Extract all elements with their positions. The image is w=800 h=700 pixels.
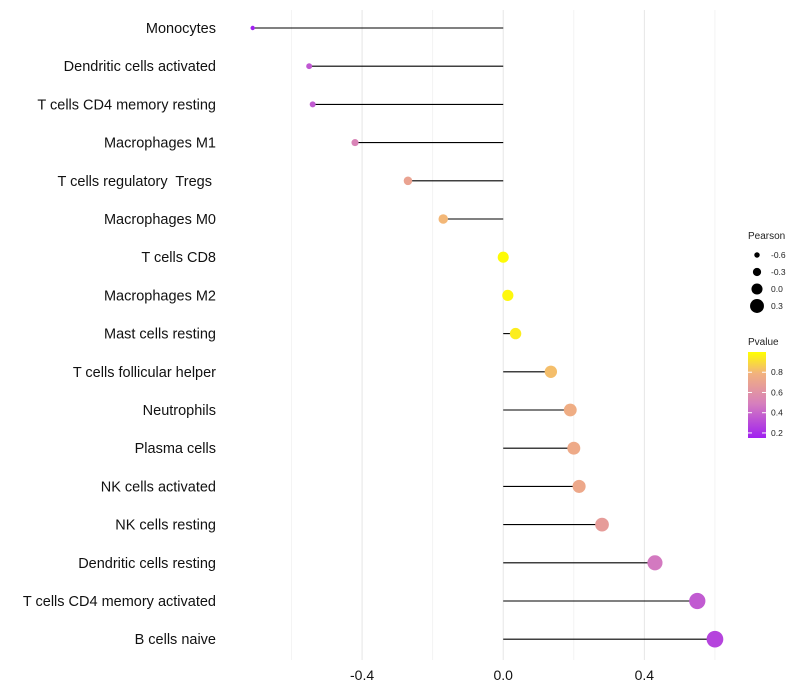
y-tick-label: T cells CD8 (141, 250, 216, 266)
color-legend-label: 0.4 (771, 408, 783, 418)
x-axis-labels: -0.4 0.0 0.4 (350, 667, 654, 683)
lollipop-dot (689, 592, 706, 610)
lollipop-dot (497, 251, 509, 263)
color-legend-bar (748, 352, 766, 438)
y-tick-label: Macrophages M1 (104, 136, 216, 152)
x-tick-label: 0.0 (493, 667, 513, 683)
y-tick-label: Neutrophils (143, 403, 216, 419)
lollipop-dot (250, 25, 255, 31)
color-legend-title: Pvalue (748, 337, 779, 348)
lollipop-dot (572, 479, 586, 493)
lollipop-dot (567, 441, 581, 455)
lollipop-dot (502, 289, 514, 301)
y-tick-label: NK cells resting (115, 518, 216, 534)
y-tick-label: T cells regulatory Tregs (58, 174, 217, 190)
size-legend: -0.6 -0.3 0.0 0.3 (750, 250, 786, 313)
lollipop-dot (306, 63, 313, 70)
grid-lines (291, 10, 716, 660)
lollipop-dot (706, 630, 724, 648)
color-legend-label: 0.8 (771, 367, 783, 377)
lollipop-dot (563, 403, 577, 417)
size-legend-dot (751, 283, 763, 295)
lollipop-dot (403, 176, 413, 186)
size-legend-dot (750, 299, 764, 313)
lollipop-stems (252, 27, 715, 640)
lollipop-dots (250, 25, 724, 648)
y-tick-label: T cells follicular helper (73, 365, 216, 381)
lollipop-dot (647, 555, 663, 571)
size-legend-dot (754, 252, 760, 258)
lollipop-dot (595, 517, 609, 532)
x-tick-label: -0.4 (350, 667, 374, 683)
y-axis-labels: Monocytes Dendritic cells activated T cell… (23, 21, 216, 648)
y-tick-label: T cells CD4 memory activated (23, 594, 216, 610)
size-legend-label: -0.3 (771, 267, 786, 277)
y-tick-label: Macrophages M0 (104, 212, 216, 228)
size-legend-label: -0.6 (771, 250, 786, 260)
y-tick-label: Dendritic cells activated (64, 59, 216, 75)
y-tick-label: T cells CD4 memory resting (37, 97, 216, 113)
size-legend-dot (752, 267, 762, 277)
y-tick-label: Macrophages M2 (104, 288, 216, 304)
x-tick-label: 0.4 (635, 667, 655, 683)
legend: Pearson -0.6-0.30.00.3 Pvalue 0.80.60.40… (748, 231, 786, 438)
y-tick-label: Dendritic cells resting (78, 556, 216, 572)
lollipop-dot (544, 365, 558, 378)
lollipop-dot (351, 139, 359, 147)
lollipop-dot (309, 101, 316, 108)
lollipop-dot (438, 214, 448, 224)
size-legend-title: Pearson (748, 231, 785, 242)
y-tick-label: Mast cells resting (104, 327, 216, 343)
color-legend-label: 0.2 (771, 428, 783, 438)
y-tick-label: Plasma cells (135, 441, 216, 457)
size-legend-label: 0.0 (771, 284, 783, 294)
size-legend-label: 0.3 (771, 301, 783, 311)
y-tick-label: Monocytes (146, 21, 216, 37)
lollipop-dot (509, 327, 522, 340)
y-tick-label: NK cells activated (101, 479, 216, 495)
color-legend-label: 0.6 (771, 387, 783, 397)
y-tick-label: B cells naive (135, 632, 216, 648)
color-legend-ticks: 0.8 0.6 0.4 0.2 (748, 367, 783, 438)
